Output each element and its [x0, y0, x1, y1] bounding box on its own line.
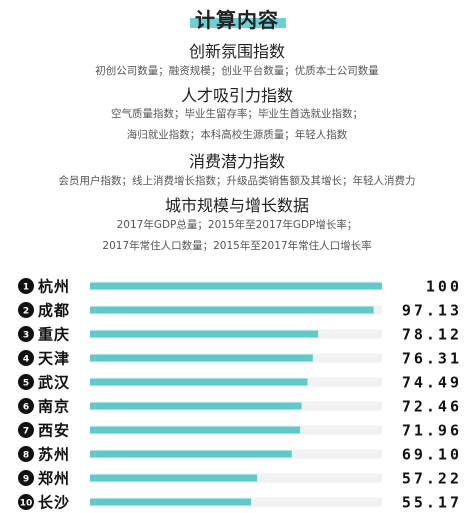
rank-badge — [18, 302, 34, 318]
bar — [90, 330, 319, 338]
bar — [90, 378, 308, 386]
data-label: 100 — [426, 278, 462, 296]
rank-label: 5 — [23, 379, 29, 389]
category-label: 苏州 — [38, 446, 70, 464]
section-desc-scale-2: 2017年常住人口数量；2015年至2017年常住人口增长率 — [102, 240, 372, 252]
rank-label: 7 — [23, 427, 29, 437]
section-desc-talent-1: 空气质量指数；毕业生留存率；毕业生首选就业指数； — [111, 108, 363, 120]
page-title: 计算内容 — [195, 8, 279, 32]
bar — [90, 498, 252, 506]
category-label: 南京 — [38, 398, 70, 416]
rank-label: 9 — [23, 475, 29, 485]
section-title-consumption: 消费潜力指数 — [188, 152, 285, 171]
rank-badge — [18, 422, 34, 438]
bar — [90, 282, 382, 290]
section-desc-consumption: 会员用户指数；线上消费增长指数；升级品类销售额及其增长；年轻人消费力 — [58, 175, 416, 187]
data-label: 69.10 — [402, 446, 462, 464]
data-label: 55.17 — [402, 494, 462, 512]
bar — [90, 354, 313, 362]
category-label: 成都 — [38, 302, 70, 320]
rank-badge — [18, 470, 34, 486]
rank-label: 1 — [23, 283, 29, 293]
rank-label: 8 — [23, 451, 29, 461]
data-label: 78.12 — [402, 326, 462, 344]
section-title-scale: 城市规模与增长数据 — [164, 196, 309, 215]
bar — [90, 306, 374, 314]
rank-label: 4 — [23, 355, 29, 365]
rank-badge — [18, 398, 34, 414]
bar — [90, 402, 302, 410]
rank-badge — [18, 374, 34, 390]
data-label: 71.96 — [402, 422, 462, 440]
rank-badge — [18, 446, 34, 462]
title-highlight — [190, 18, 286, 28]
rank-label: 2 — [23, 307, 29, 317]
category-label: 郑州 — [38, 470, 70, 488]
bar — [90, 426, 301, 434]
category-label: 天津 — [38, 350, 70, 368]
category-label: 长沙 — [38, 494, 70, 512]
data-label: 57.22 — [402, 470, 462, 488]
rank-badge — [18, 326, 34, 342]
rank-label: 10 — [20, 499, 33, 509]
category-label: 杭州 — [38, 278, 70, 296]
section-desc-scale-1: 2017年GDP总量；2015年至2017年GDP增长率； — [116, 219, 358, 231]
data-label: 72.46 — [402, 398, 462, 416]
bar — [90, 474, 258, 482]
rank-badge — [18, 350, 34, 366]
rank-label: 3 — [23, 331, 29, 341]
data-label: 97.13 — [402, 302, 462, 320]
section-title-innovation: 创新氛围指数 — [188, 42, 285, 61]
data-label: 76.31 — [402, 350, 462, 368]
section-desc-innovation: 初创公司数量；融资规模；创业平台数量；优质本土公司数量 — [95, 65, 379, 77]
category-label: 西安 — [38, 422, 70, 440]
bar — [90, 450, 292, 458]
rank-badge — [18, 278, 34, 294]
category-label: 武汉 — [38, 374, 70, 392]
rank-badge — [18, 494, 34, 510]
category-label: 重庆 — [38, 326, 70, 344]
section-desc-talent-2: 海归就业指数；本科高校生源质量；年轻人指数 — [126, 129, 348, 141]
section-title-talent: 人才吸引力指数 — [180, 86, 293, 105]
data-label: 74.49 — [402, 374, 462, 392]
rank-label: 6 — [23, 403, 29, 413]
